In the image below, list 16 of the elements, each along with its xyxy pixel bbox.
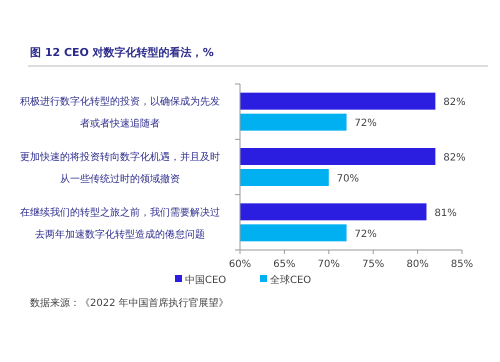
- x-tick-label: 70%: [318, 259, 340, 270]
- data-label: 81%: [434, 208, 457, 219]
- legend-label: 全球CEO: [270, 274, 312, 286]
- x-tick-label: 85%: [450, 259, 474, 270]
- data-label: 82%: [443, 152, 466, 164]
- data-label: 82%: [443, 97, 466, 108]
- data-label: 72%: [354, 228, 377, 240]
- x-tick-label: 80%: [406, 259, 429, 270]
- x-tick-label: 75%: [362, 259, 384, 270]
- data-label: 72%: [354, 118, 377, 130]
- data-label: 70%: [336, 174, 360, 184]
- title: 图 12 CEO 对数字化转型的看法，%: [30, 46, 214, 59]
- x-tick-label: 60%: [228, 259, 252, 270]
- x-tick-label: 65%: [273, 259, 296, 270]
- annotation: 数据来源：《2022 年中国首席执行官展望》: [30, 298, 229, 309]
- legend-label: 中国CEO: [185, 274, 226, 286]
